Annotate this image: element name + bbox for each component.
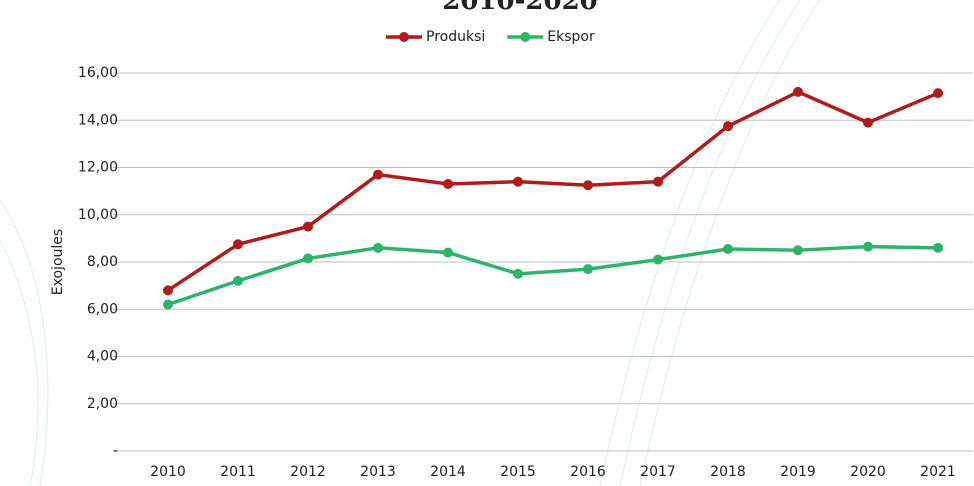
x-tick-label: 2013 bbox=[360, 464, 396, 480]
data-point bbox=[653, 254, 663, 265]
y-tick-label: 2,00 bbox=[87, 396, 118, 412]
y-tick-label: 14,00 bbox=[78, 112, 118, 128]
data-point bbox=[163, 299, 173, 310]
legend-label: Ekspor bbox=[547, 29, 595, 45]
data-point bbox=[513, 268, 523, 279]
data-point bbox=[233, 275, 243, 286]
data-point bbox=[373, 169, 383, 180]
legend-label: Produksi bbox=[426, 29, 485, 45]
x-tick-label: 2012 bbox=[290, 464, 326, 480]
data-point bbox=[583, 264, 593, 275]
background-decoration bbox=[0, 0, 821, 486]
y-tick-label: 12,00 bbox=[78, 160, 118, 176]
data-point bbox=[793, 245, 803, 256]
series-line bbox=[167, 244, 939, 307]
data-point bbox=[723, 121, 733, 132]
data-point bbox=[723, 244, 733, 255]
data-point bbox=[233, 239, 243, 250]
y-tick-label: 4,00 bbox=[87, 349, 118, 365]
legend-marker bbox=[399, 32, 409, 42]
data-point bbox=[933, 242, 943, 253]
y-tick-label: 6,00 bbox=[87, 301, 118, 317]
data-point bbox=[653, 176, 663, 187]
data-point bbox=[513, 176, 523, 187]
x-tick-label: 2011 bbox=[220, 464, 256, 480]
data-point bbox=[443, 247, 453, 258]
y-tick-label: 16,00 bbox=[78, 65, 118, 81]
data-point bbox=[303, 221, 313, 232]
x-tick-label: 2021 bbox=[920, 464, 956, 480]
x-tick-label: 2017 bbox=[640, 464, 676, 480]
data-point bbox=[443, 179, 453, 190]
x-tick-label: 2018 bbox=[710, 464, 746, 480]
y-tick-label: - bbox=[113, 443, 118, 459]
data-point bbox=[373, 242, 383, 253]
y-tick-label: 10,00 bbox=[78, 207, 118, 223]
x-tick-label: 2019 bbox=[780, 464, 816, 480]
legend-marker bbox=[520, 32, 531, 42]
data-point bbox=[933, 88, 943, 99]
x-tick-label: 2016 bbox=[570, 464, 606, 480]
x-tick-label: 2010 bbox=[150, 464, 186, 480]
data-point bbox=[583, 180, 593, 191]
chart-title: 2010-2020 bbox=[442, 0, 598, 16]
data-point bbox=[163, 285, 173, 296]
y-axis-label: Exojoules bbox=[50, 229, 66, 295]
data-point bbox=[863, 117, 873, 128]
y-tick-label: 8,00 bbox=[87, 254, 118, 270]
series-line bbox=[167, 90, 939, 292]
data-point bbox=[793, 86, 803, 97]
data-point bbox=[863, 241, 873, 252]
x-tick-label: 2020 bbox=[850, 464, 886, 480]
x-tick-label: 2014 bbox=[430, 464, 466, 480]
data-point bbox=[303, 253, 313, 264]
x-tick-label: 2015 bbox=[500, 464, 536, 480]
